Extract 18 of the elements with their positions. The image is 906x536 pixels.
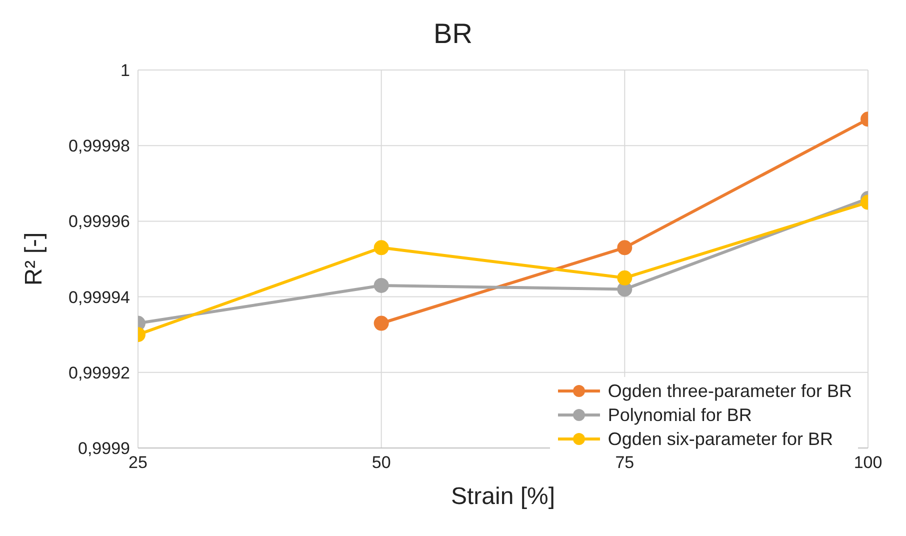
x-tick-label: 75 (615, 453, 634, 472)
x-tick-label: 25 (128, 453, 148, 472)
y-tick-label: 1 (120, 61, 130, 80)
legend-label: Polynomial for BR (608, 404, 752, 426)
chart-title: BR (432, 18, 474, 50)
legend-label: Ogden three-parameter for BR (608, 380, 852, 402)
y-tick-label: 0,9999 (78, 439, 130, 458)
point (617, 240, 632, 256)
point (374, 316, 389, 331)
x-tick-label: 50 (372, 453, 391, 472)
y-tick-label: 0,99994 (68, 288, 130, 307)
y-axis-title: R² [-] (20, 232, 48, 286)
legend-label: Ogden six-parameter for BR (608, 428, 833, 450)
x-tick-label: 100 (854, 453, 882, 472)
y-tick-label: 0,99992 (68, 363, 130, 382)
y-tick-label: 0,99998 (68, 136, 130, 156)
x-axis-title: Strain [%] (450, 483, 556, 510)
y-tick-label: 0,99996 (68, 212, 130, 232)
